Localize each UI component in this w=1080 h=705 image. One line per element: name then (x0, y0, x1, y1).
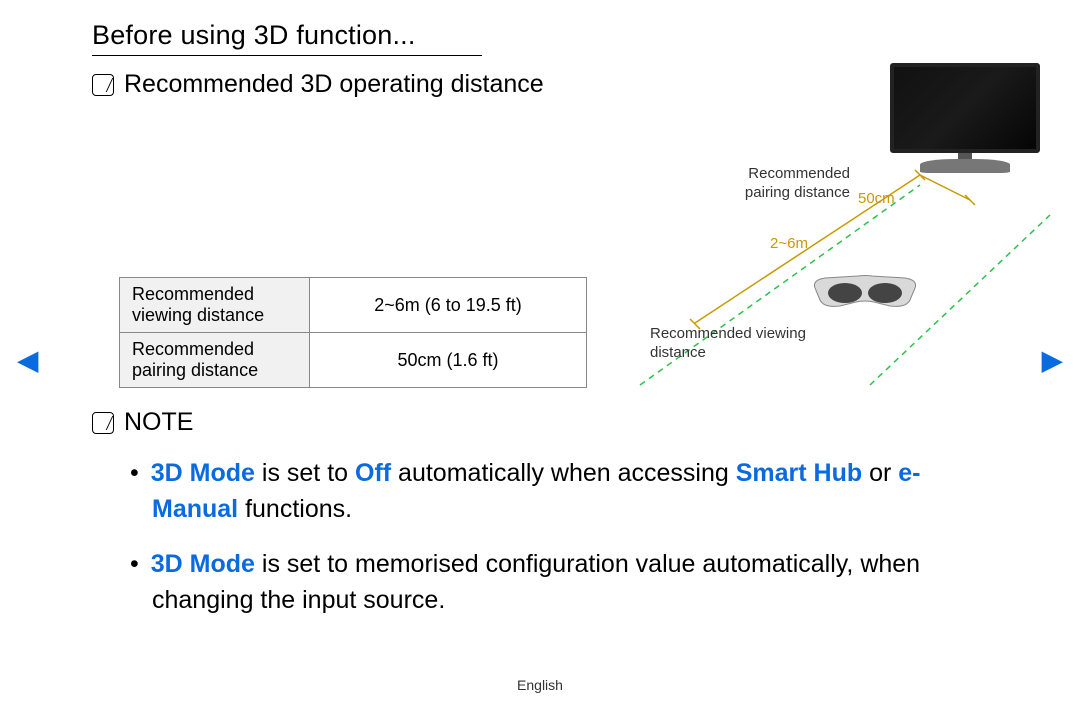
table-header-cell: Recommended pairing distance (120, 333, 310, 388)
tv-screen-icon (890, 63, 1040, 153)
diagram-viewing-label: Recommended viewing distance (650, 325, 810, 363)
note-icon (92, 412, 114, 434)
page-title: Before using 3D function... (92, 20, 482, 56)
diagram-viewing-value: 2~6m (770, 235, 808, 254)
table-header-cell: Recommended viewing distance (120, 278, 310, 333)
note-heading-text: NOTE (124, 408, 193, 437)
distance-diagram: Recommended pairing distance Recommended… (620, 75, 1060, 395)
diagram-pairing-value: 50cm (858, 190, 895, 209)
distance-table: Recommended viewing distance 2~6m (6 to … (119, 277, 587, 388)
table-row: Recommended pairing distance 50cm (1.6 f… (120, 333, 587, 388)
prev-page-button[interactable]: ◀ (18, 345, 38, 376)
note-list: 3D Mode is set to Off automatically when… (130, 455, 1000, 636)
glasses-illustration (810, 270, 920, 312)
list-item: 3D Mode is set to Off automatically when… (130, 455, 1000, 528)
table-value-cell: 50cm (1.6 ft) (310, 333, 587, 388)
note-icon (92, 74, 114, 96)
manual-page: Before using 3D function... Recommended … (0, 0, 1080, 705)
section-heading-text: Recommended 3D operating distance (124, 70, 544, 99)
diagram-pairing-label: Recommended pairing distance (710, 165, 850, 203)
note-heading: NOTE (92, 408, 193, 437)
table-row: Recommended viewing distance 2~6m (6 to … (120, 278, 587, 333)
tv-stand (920, 159, 1010, 173)
tv-illustration (880, 63, 1050, 183)
table-value-cell: 2~6m (6 to 19.5 ft) (310, 278, 587, 333)
list-item: 3D Mode is set to memorised configuratio… (130, 546, 1000, 619)
next-page-button[interactable]: ▶ (1042, 345, 1062, 376)
page-footer-language: English (0, 677, 1080, 693)
section-heading: Recommended 3D operating distance (92, 70, 544, 99)
